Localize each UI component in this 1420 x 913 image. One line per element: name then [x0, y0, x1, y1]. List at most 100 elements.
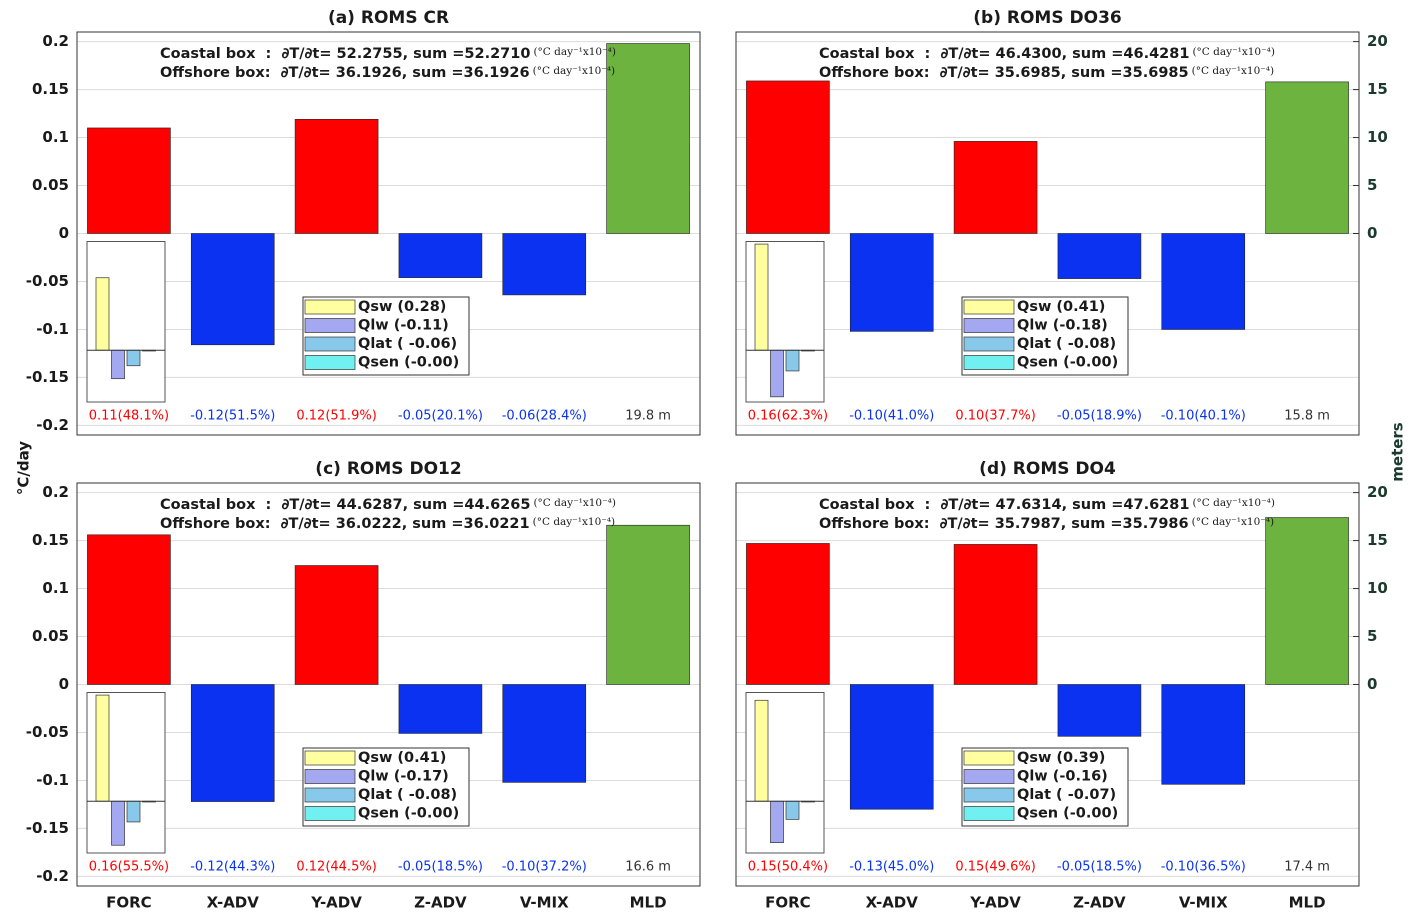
legend-swatch [963, 336, 1015, 352]
x-tick-label: Y-ADV [310, 894, 362, 912]
y2-tick-label: 0 [1367, 675, 1377, 693]
panel-title: (b) ROMS DO36 [973, 8, 1121, 28]
bar [398, 684, 483, 734]
y2-tick-label: 15 [1367, 80, 1388, 98]
value-label: -0.05(18.5%) [398, 860, 483, 875]
legend-swatch [963, 318, 1015, 333]
y2-tick-label: 10 [1367, 579, 1388, 597]
y2-tick-label: 15 [1367, 531, 1388, 549]
value-label: 0.12(44.5%) [296, 860, 376, 875]
legend-label: Qsen (-0.00) [358, 355, 459, 371]
annotation-units: (°C day⁻¹x10⁻⁴) [1192, 516, 1275, 528]
bar [502, 233, 587, 296]
legend-swatch [304, 336, 356, 352]
legend-swatch [304, 318, 356, 333]
value-label: 0.16(55.5%) [89, 860, 169, 875]
x-tick-label: X-ADV [207, 894, 260, 912]
value-label: -0.10(37.2%) [502, 860, 587, 875]
annotation: Coastal box : ∂T/∂t= 46.4300, sum =46.42… [819, 46, 1189, 62]
panel-title: (d) ROMS DO4 [979, 459, 1116, 479]
bar [849, 684, 934, 810]
inset-bar [785, 800, 800, 820]
annotation: Offshore box: ∂T/∂t= 35.7987, sum =35.79… [819, 516, 1189, 532]
plot-frame [76, 31, 701, 436]
y2-axis-label: meters [1389, 422, 1407, 482]
value-label: -0.06(28.4%) [502, 409, 587, 424]
value-label: 19.8 m [625, 409, 671, 424]
legend-label: Qsw (0.28) [358, 299, 446, 315]
panel-title: (c) ROMS DO12 [315, 459, 461, 479]
legend-label: Qlat ( -0.07) [1017, 787, 1116, 803]
inset-bar [111, 349, 125, 380]
legend-label: Qlw (-0.11) [358, 318, 449, 334]
y-tick-label: 0 [59, 675, 69, 693]
bar [1057, 233, 1142, 279]
legend-label: Qlat ( -0.06) [358, 336, 457, 352]
value-label: 15.8 m [1284, 409, 1330, 424]
legend-label: Qlw (-0.17) [358, 769, 449, 785]
x-tick-label: Y-ADV [969, 894, 1021, 912]
value-label: 0.15(50.4%) [748, 860, 828, 875]
bar [87, 534, 171, 685]
annotation-units: (°C day⁻¹x10⁻⁴) [533, 516, 616, 528]
bar [190, 233, 275, 346]
value-label: -0.12(51.5%) [190, 409, 275, 424]
legend-label: Qsen (-0.00) [358, 806, 459, 822]
y2-tick-label: 10 [1367, 128, 1388, 146]
bar [87, 127, 171, 234]
y-axis-label: °C/day [15, 441, 33, 495]
y2-tick-label: 20 [1367, 483, 1388, 501]
value-label: 0.16(62.3%) [748, 409, 828, 424]
legend-label: Qlat ( -0.08) [358, 787, 457, 803]
x-tick-label: Z-ADV [1073, 894, 1126, 912]
value-label: -0.05(18.5%) [1057, 860, 1142, 875]
value-label: 16.6 m [625, 860, 671, 875]
legend-swatch [963, 750, 1015, 766]
legend-label: Qsw (0.41) [358, 750, 446, 766]
bar [1161, 684, 1246, 785]
legend-swatch [304, 806, 356, 821]
y-tick-label: -0.15 [26, 819, 69, 837]
y-tick-label: -0.1 [36, 771, 69, 789]
bar [606, 524, 690, 685]
x-tick-label: V-MIX [1179, 894, 1228, 912]
value-label: -0.10(41.0%) [849, 409, 934, 424]
legend-swatch [304, 769, 356, 784]
inset-bar [126, 349, 141, 367]
y-tick-label: -0.2 [36, 867, 69, 885]
inset-bar [95, 694, 110, 802]
x-tick-label: MLD [630, 894, 667, 912]
bar [294, 119, 379, 234]
annotation: Coastal box : ∂T/∂t= 52.2755, sum =52.27… [160, 46, 530, 62]
y-tick-label: 0.2 [42, 483, 69, 501]
annotation-units: (°C day⁻¹x10⁻⁴) [1192, 65, 1275, 77]
value-label: 0.15(49.6%) [955, 860, 1035, 875]
annotation-units: (°C day⁻¹x10⁻⁴) [1192, 497, 1275, 509]
panel-title: (a) ROMS CR [328, 8, 449, 28]
inset-bar [126, 800, 141, 823]
annotation: Offshore box: ∂T/∂t= 36.0222, sum =36.02… [160, 516, 530, 532]
x-tick-label: X-ADV [866, 894, 919, 912]
legend-swatch [304, 355, 356, 370]
y-tick-label: 0.05 [32, 627, 69, 645]
x-tick-label: MLD [1289, 894, 1326, 912]
legend-label: Qsen (-0.00) [1017, 806, 1118, 822]
legend-swatch [963, 355, 1015, 370]
y2-tick-label: 5 [1367, 176, 1377, 194]
annotation: Coastal box : ∂T/∂t= 47.6314, sum =47.62… [819, 497, 1189, 513]
bar [606, 43, 690, 234]
value-label: -0.05(18.9%) [1057, 409, 1142, 424]
legend-swatch [963, 299, 1015, 315]
y-tick-label: -0.1 [36, 320, 69, 338]
plot-frame [735, 482, 1360, 887]
annotation: Offshore box: ∂T/∂t= 35.6985, sum =35.69… [819, 65, 1189, 81]
legend-swatch [963, 806, 1015, 821]
y-tick-label: 0 [59, 224, 69, 242]
bar [1161, 233, 1246, 330]
y-tick-label: 0.2 [42, 32, 69, 50]
bar [190, 684, 275, 802]
value-label: -0.10(36.5%) [1161, 860, 1246, 875]
inset-bar [754, 699, 769, 802]
y-tick-label: -0.05 [26, 272, 69, 290]
